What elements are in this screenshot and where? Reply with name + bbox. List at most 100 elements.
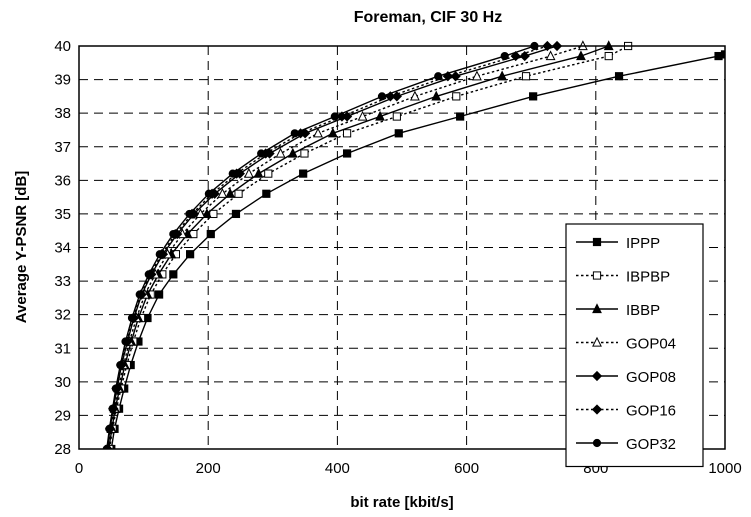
legend-box <box>565 223 704 468</box>
data-point-ibpbp <box>521 72 531 81</box>
y-tick-label: 33 <box>54 273 71 290</box>
y-tick-label: 31 <box>54 340 71 357</box>
y-tick-label: 35 <box>54 206 71 223</box>
data-point-ibbp <box>431 90 442 101</box>
data-point-ibbp <box>497 70 508 81</box>
data-point-ibbp <box>201 208 212 219</box>
data-point-ippp <box>299 169 308 178</box>
data-point-gop04 <box>410 90 420 101</box>
data-point-gop32 <box>108 404 117 413</box>
data-point-gop32 <box>185 209 194 219</box>
data-point-gop32 <box>111 384 120 393</box>
data-point-gop32 <box>228 169 237 178</box>
legend-item-ippp: IPPP <box>576 235 660 252</box>
data-point-ippp <box>456 112 465 121</box>
legend-label: IPPP <box>626 235 660 252</box>
data-point-ibpbp <box>300 149 309 158</box>
data-point-gop32 <box>169 229 178 239</box>
data-point-ibpbp <box>604 51 613 61</box>
y-tick-label: 38 <box>54 105 71 122</box>
data-point-ippp <box>262 189 271 198</box>
data-point-ibpbp <box>234 189 243 198</box>
y-tick-label: 36 <box>54 172 71 189</box>
data-point-gop32 <box>290 129 299 138</box>
data-point-gop04 <box>313 127 323 138</box>
x-axis-label: bit rate [kbit/s] <box>350 494 453 511</box>
data-point-ippp <box>529 92 538 101</box>
y-axis-label: Average Y-PSNR [dB] <box>13 171 30 324</box>
data-point-gop32 <box>135 290 144 299</box>
data-point-gop32 <box>377 92 387 101</box>
legend-label: GOP32 <box>626 436 676 453</box>
y-tick-label: 40 <box>54 38 71 55</box>
y-tick-label: 30 <box>54 374 71 391</box>
x-tick-label: 400 <box>325 460 350 477</box>
legend-item-ibpbp: IBPBP <box>576 269 670 286</box>
data-point-ibbp <box>253 167 264 178</box>
legend-label: GOP16 <box>626 403 676 420</box>
y-tick-label: 34 <box>54 240 71 257</box>
legend: IPPP IBPBP IBBP GOP04 GOP08 GOP16 GOP32 <box>565 223 704 468</box>
data-point-ippp <box>394 129 403 138</box>
data-point-gop32 <box>116 360 125 370</box>
x-tick-label: 600 <box>454 460 479 477</box>
data-point-ibpbp <box>264 169 273 178</box>
y-tick-label: 39 <box>54 72 71 89</box>
legend-item-gop04: GOP04 <box>576 336 676 353</box>
y-tick-label: 32 <box>54 307 71 324</box>
data-point-gop16 <box>510 50 521 62</box>
legend-marker <box>592 438 602 448</box>
data-point-gop04 <box>217 188 228 198</box>
data-point-ibbp <box>375 110 385 121</box>
data-point-gop32 <box>257 149 266 158</box>
data-point-gop32 <box>121 337 130 346</box>
data-point-ippp <box>206 229 215 239</box>
legend-item-gop32: GOP32 <box>576 436 676 453</box>
data-point-gop04 <box>357 110 368 121</box>
data-point-ibbp <box>576 50 586 61</box>
y-tick-label: 37 <box>54 139 71 156</box>
data-point-ippp <box>342 149 352 158</box>
data-point-gop32 <box>434 72 443 81</box>
legend-marker <box>592 303 602 314</box>
data-point-gop32 <box>330 112 339 121</box>
data-point-gop08 <box>450 71 461 82</box>
legend-item-gop08: GOP08 <box>576 369 676 386</box>
legend-marker <box>591 404 603 415</box>
data-point-ippp <box>155 290 164 299</box>
plot-frame <box>78 45 726 450</box>
legend-label: IBPBP <box>626 269 670 286</box>
legend-marker <box>592 237 602 247</box>
data-point-ibpbp <box>392 112 401 121</box>
series-gop32 <box>102 41 539 449</box>
data-point-gop32 <box>500 51 509 61</box>
data-point-gop04 <box>243 167 254 178</box>
legend-marker <box>591 370 603 382</box>
legend-label: GOP04 <box>626 336 676 353</box>
data-point-gop32 <box>105 424 114 433</box>
data-point-gop32 <box>127 313 137 323</box>
data-point-gop32 <box>155 250 164 259</box>
data-point-ibpbp <box>209 209 218 219</box>
data-point-gop08 <box>519 50 530 62</box>
data-point-ippp <box>720 50 725 59</box>
data-point-gop04 <box>545 50 556 61</box>
x-tick-label: 200 <box>196 460 221 477</box>
data-point-gop32 <box>144 270 153 279</box>
data-point-ibbp <box>287 147 298 158</box>
data-point-ippp <box>231 209 241 219</box>
data-point-ibbp <box>225 188 236 198</box>
data-point-ibpbp <box>342 129 352 138</box>
data-point-gop04 <box>275 147 286 158</box>
data-point-ippp <box>614 72 624 81</box>
grid <box>79 46 725 449</box>
y-tick-label: 29 <box>54 407 71 424</box>
legend-item-ibbp: IBBP <box>576 302 660 319</box>
legend-marker <box>592 336 602 347</box>
x-tick-label: 1000 <box>708 460 741 477</box>
data-point-gop04 <box>472 70 482 81</box>
data-point-ippp <box>186 250 195 259</box>
tick-labels: 0 200 400 600 800 100028293031323334353637383… <box>54 38 741 477</box>
series-layer <box>102 40 725 449</box>
